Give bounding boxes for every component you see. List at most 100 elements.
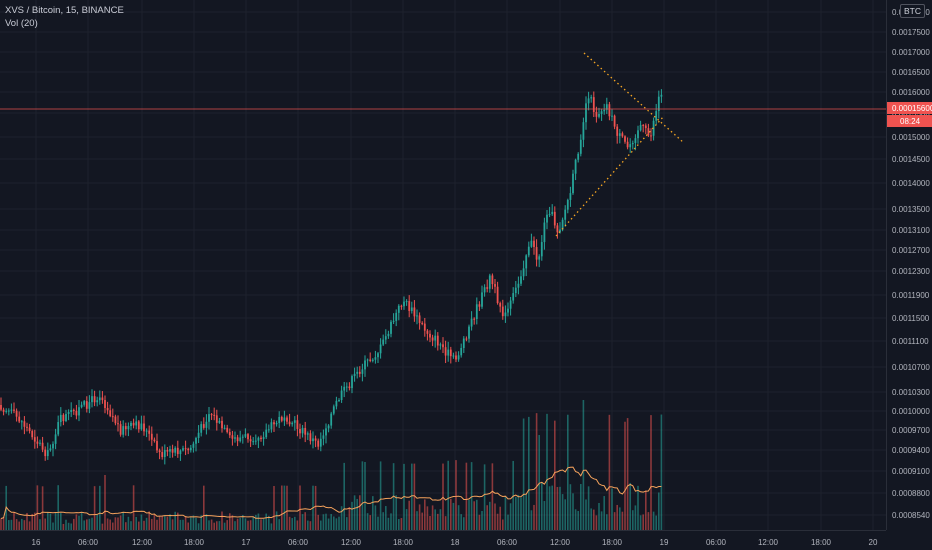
time-axis[interactable]: 16 06:00 12:00 18:00 17 06:00 12:00 18:00 18 06:0… bbox=[0, 530, 886, 550]
volume-bar bbox=[642, 514, 644, 530]
volume-bar bbox=[31, 513, 33, 530]
volume-bar bbox=[572, 493, 574, 530]
volume-bar bbox=[593, 509, 595, 530]
time-axis-label: 19 bbox=[660, 538, 669, 547]
candle-body bbox=[361, 369, 364, 374]
volume-bar bbox=[616, 504, 618, 530]
volume-bar bbox=[416, 511, 418, 530]
candle-body bbox=[527, 246, 530, 256]
volume-bar bbox=[317, 514, 319, 530]
symbol-title[interactable]: XVS / Bitcoin, 15, BINANCE bbox=[5, 5, 124, 16]
price-axis-label: 0.0014500 bbox=[892, 155, 930, 164]
volume-bar bbox=[639, 515, 642, 530]
volume-bar bbox=[603, 496, 605, 530]
volume-bar bbox=[247, 520, 249, 530]
candle-body bbox=[15, 410, 18, 417]
volume-bar bbox=[148, 511, 150, 530]
volume-bars bbox=[0, 400, 663, 530]
candle-body bbox=[429, 333, 431, 338]
volume-bar bbox=[463, 517, 465, 530]
volume-bar bbox=[164, 516, 166, 530]
price-axis[interactable]: 0.00180000.00175000.00170000.00165000.00… bbox=[886, 0, 932, 530]
candle-body bbox=[174, 447, 177, 453]
candle-body bbox=[351, 376, 353, 389]
candle-body bbox=[267, 429, 270, 431]
volume-bar bbox=[637, 485, 639, 530]
candle-body bbox=[582, 122, 585, 140]
volume-bar bbox=[522, 418, 525, 530]
volume-bar bbox=[39, 519, 41, 530]
candle-body bbox=[234, 437, 236, 439]
volume-bar bbox=[460, 514, 462, 530]
candle-body bbox=[2, 409, 5, 412]
candle-body bbox=[439, 344, 442, 346]
candle-body bbox=[18, 416, 21, 422]
volume-bar bbox=[481, 510, 483, 530]
volume-bar bbox=[184, 516, 187, 530]
candle-body bbox=[111, 416, 114, 418]
volume-bar bbox=[525, 494, 527, 530]
volume-bar bbox=[476, 499, 478, 530]
price-axis-label: 0.0009400 bbox=[892, 446, 930, 455]
candle-body bbox=[608, 104, 611, 117]
candle-body bbox=[507, 308, 509, 313]
volume-indicator-title[interactable]: Vol (20) bbox=[5, 18, 38, 29]
volume-bar bbox=[340, 506, 343, 530]
volume-bar bbox=[473, 501, 475, 530]
candle-body bbox=[80, 404, 83, 408]
volume-bar bbox=[34, 512, 36, 530]
time-axis-label: 18:00 bbox=[811, 538, 832, 547]
volume-bar bbox=[86, 519, 88, 530]
volume-bar bbox=[125, 522, 127, 530]
volume-bar bbox=[91, 517, 93, 530]
volume-bar bbox=[99, 485, 101, 530]
volume-bar bbox=[262, 518, 265, 530]
candle-body bbox=[26, 426, 28, 428]
volume-bar bbox=[548, 486, 551, 530]
candle-body bbox=[449, 349, 452, 357]
volume-bar bbox=[67, 522, 70, 530]
volume-bar bbox=[455, 460, 457, 530]
candle-body bbox=[637, 130, 639, 139]
candle-body bbox=[309, 433, 312, 442]
volume-bar bbox=[268, 515, 270, 530]
volume-bar bbox=[606, 514, 608, 530]
volume-bar bbox=[197, 523, 200, 530]
volume-bar bbox=[226, 520, 228, 530]
volume-bar bbox=[655, 515, 657, 530]
candle-body bbox=[579, 139, 582, 154]
time-axis-label: 06:00 bbox=[497, 538, 518, 547]
volume-bar bbox=[60, 513, 62, 530]
volume-bar bbox=[647, 512, 650, 530]
volume-bar bbox=[478, 514, 481, 530]
candle-body bbox=[59, 414, 62, 423]
price-axis-label: 0.0010000 bbox=[892, 407, 930, 416]
chart-pane[interactable]: XVS / Bitcoin, 15, BINANCE Vol (20) bbox=[0, 0, 886, 530]
volume-bar bbox=[554, 420, 556, 530]
candle-body bbox=[626, 141, 629, 148]
volume-bar bbox=[122, 511, 124, 530]
candle-body bbox=[657, 96, 660, 112]
candle-body bbox=[275, 423, 278, 425]
candle-body bbox=[405, 301, 408, 303]
candle-body bbox=[93, 396, 96, 403]
candle-body bbox=[647, 128, 650, 136]
trend-line-upper bbox=[583, 52, 685, 144]
candle-body bbox=[286, 417, 288, 422]
price-chart[interactable] bbox=[0, 0, 886, 530]
volume-bar bbox=[580, 484, 582, 530]
candle-body bbox=[548, 214, 551, 216]
volume-bar bbox=[304, 512, 306, 530]
volume-bar bbox=[325, 513, 327, 530]
volume-bar bbox=[216, 521, 218, 530]
candle-body bbox=[338, 400, 340, 402]
volume-bar bbox=[587, 486, 590, 530]
candle-body bbox=[629, 144, 632, 148]
candle-body bbox=[486, 287, 489, 289]
candle-body bbox=[52, 443, 54, 449]
volume-bar bbox=[327, 518, 330, 530]
price-axis-label: 0.0008540 bbox=[892, 511, 930, 520]
volume-bar bbox=[411, 463, 413, 530]
currency-button[interactable]: BTC bbox=[900, 4, 925, 18]
volume-bar bbox=[83, 520, 85, 530]
